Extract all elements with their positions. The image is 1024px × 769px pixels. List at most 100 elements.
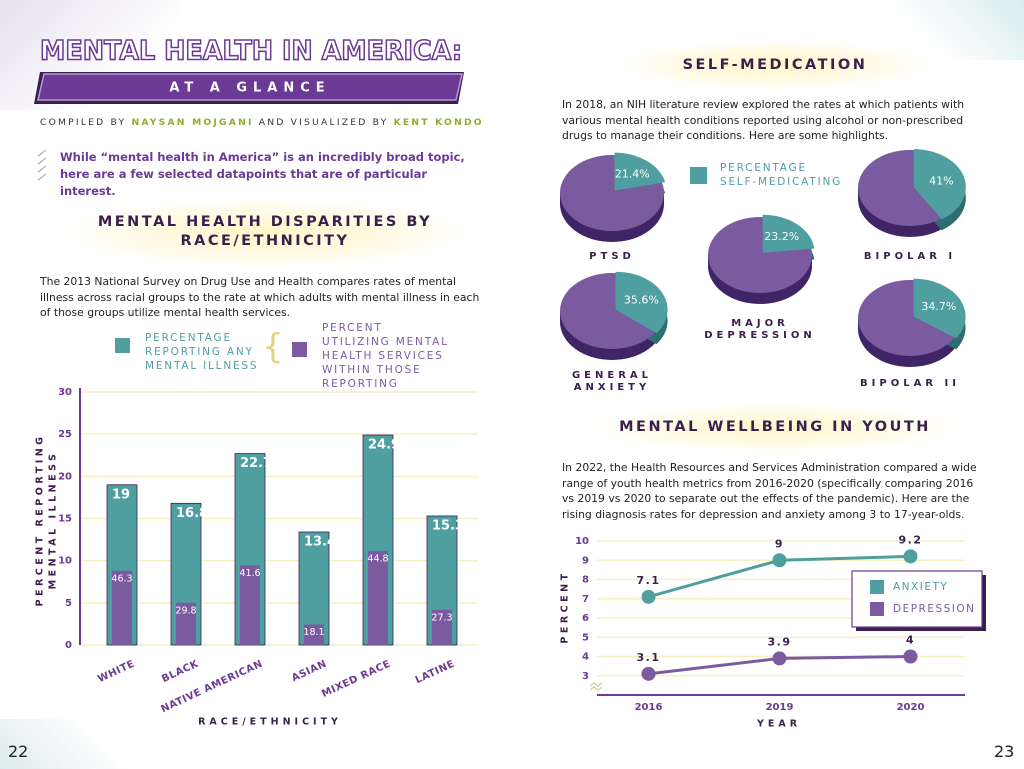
y-tick-label: 6 xyxy=(582,613,589,624)
pie-value-label: 23.2% xyxy=(764,230,799,243)
description: The 2013 National Survey on Drug Use and… xyxy=(40,275,480,319)
legend-swatch xyxy=(115,338,130,353)
credit-text: COMPILED BY xyxy=(40,117,127,128)
y-tick-label: 8 xyxy=(582,575,589,586)
nested-bar-label: 44.8 xyxy=(367,553,388,564)
x-tick-label: LATINE xyxy=(414,658,457,686)
subtitle: AT A GLANCE xyxy=(169,81,330,96)
nested-bar xyxy=(176,602,196,645)
nested-bar-label: 29.8 xyxy=(175,605,196,616)
point-label: 9 xyxy=(775,537,784,550)
legend-label: DEPRESSION xyxy=(893,603,976,615)
pie-slice xyxy=(614,152,666,191)
pie-label: GENERAL ANXIETY xyxy=(571,370,653,393)
nested-bar-label: 27.3 xyxy=(431,612,452,623)
corner-decoration xyxy=(0,719,140,769)
page-number: 22 xyxy=(8,742,29,761)
credit: COMPILED BY NAYSAN MOJGANI AND VISUALIZE… xyxy=(40,117,484,128)
x-tick-label: BLACK xyxy=(160,658,201,685)
legend-label: PERCENTAGE SELF-MEDICATING xyxy=(720,162,843,188)
legend-swatch xyxy=(870,580,884,594)
nested-bar xyxy=(368,550,388,645)
legend-brace: { xyxy=(262,327,284,367)
y-tick-label: 7 xyxy=(582,594,589,605)
y-tick-label: 10 xyxy=(58,556,72,567)
y-tick-label: 5 xyxy=(582,632,589,643)
y-axis-label: PERCENT xyxy=(560,570,571,643)
pie-value-label: 21.4% xyxy=(615,167,650,180)
point-label: 4 xyxy=(906,634,915,647)
y-tick-label: 0 xyxy=(65,640,72,651)
corner-decoration xyxy=(884,0,1024,60)
x-tick-label: ASIAN xyxy=(290,658,328,684)
pie-label: BIPOLAR I xyxy=(863,251,957,262)
x-axis-label: RACE/ETHNICITY xyxy=(198,717,342,728)
credit-text: AND VISUALIZED BY xyxy=(258,117,389,128)
pie-slice xyxy=(913,149,966,220)
point xyxy=(641,666,656,681)
point-label: 7.1 xyxy=(637,574,661,587)
point xyxy=(772,553,787,568)
legend-label: ANXIETY xyxy=(893,581,948,593)
point xyxy=(772,651,787,666)
nested-bar xyxy=(112,570,132,645)
point-label: 3.9 xyxy=(768,635,792,648)
axis-break xyxy=(589,682,603,691)
x-tick-label: 2019 xyxy=(766,702,794,713)
section-title: SELF-MEDICATION xyxy=(682,57,868,73)
nested-bar xyxy=(304,624,324,645)
bar-value-label: 13.4 xyxy=(304,534,336,549)
legend-swatch xyxy=(292,342,307,357)
bar-value-label: 22.7 xyxy=(240,456,272,471)
x-tick-label: WHITE xyxy=(96,658,136,685)
x-tick-label: 2020 xyxy=(897,702,925,713)
nested-bar xyxy=(240,565,260,645)
credit-name: KENT KONDO xyxy=(393,117,484,128)
y-tick-label: 15 xyxy=(58,514,72,525)
y-tick-label: 25 xyxy=(58,429,72,440)
pie-label: BIPOLAR II xyxy=(860,378,960,389)
x-axis-label: YEAR xyxy=(756,719,801,730)
x-tick-label: MIXED RACE xyxy=(320,658,392,700)
nested-bar-label: 41.6 xyxy=(239,568,260,579)
pie-slice xyxy=(762,214,815,253)
y-tick-label: 3 xyxy=(582,671,589,682)
nested-bar-label: 18.1 xyxy=(303,627,324,638)
pie-slice xyxy=(615,271,668,334)
bar-value-label: 24.9 xyxy=(368,438,400,453)
y-tick-label: 9 xyxy=(582,555,589,566)
credit-name: NAYSAN MOJGANI xyxy=(131,117,254,128)
description: In 2022, the Health Resources and Servic… xyxy=(562,461,977,521)
y-tick-label: 5 xyxy=(65,598,72,609)
pie-value-label: 35.6% xyxy=(624,294,659,307)
nested-bar xyxy=(432,609,452,645)
point xyxy=(641,589,656,604)
y-tick-label: 30 xyxy=(58,387,72,398)
hatch-decoration xyxy=(37,149,47,181)
y-axis-label: PERCENT REPORTING xyxy=(35,434,46,607)
y-tick-label: 10 xyxy=(575,536,589,547)
y-tick-label: 4 xyxy=(582,652,589,663)
banner xyxy=(37,73,463,101)
description: In 2018, an NIH literature review explor… xyxy=(562,98,965,142)
legend-label: PERCENTAGE REPORTING ANY MENTAL ILLNESS xyxy=(145,332,259,372)
pie-value-label: 34.7% xyxy=(921,300,956,313)
y-axis-label: MENTAL ILLNESS xyxy=(48,451,59,590)
x-tick-label: NATIVE AMERICAN xyxy=(159,658,264,715)
point xyxy=(903,549,918,564)
legend-swatch xyxy=(690,167,707,184)
legend-swatch xyxy=(870,602,884,616)
point-label: 3.1 xyxy=(637,651,661,664)
section-title: MENTAL HEALTH DISPARITIES BY RACE/ETHNIC… xyxy=(97,214,433,249)
bar-value-label: 16.8 xyxy=(176,506,208,521)
x-tick-label: 2016 xyxy=(635,702,663,713)
point-label: 9.2 xyxy=(899,533,923,546)
legend-label: PERCENT UTILIZING MENTAL HEALTH SERVICES… xyxy=(322,322,449,390)
bar-value-label: 15.3 xyxy=(432,518,464,533)
title: MENTAL HEALTH IN AMERICA: xyxy=(40,36,462,67)
section-title: MENTAL WELLBEING IN YOUTH xyxy=(619,419,931,435)
pie-value-label: 41% xyxy=(929,174,953,187)
pie-label: PTSD xyxy=(589,251,635,262)
